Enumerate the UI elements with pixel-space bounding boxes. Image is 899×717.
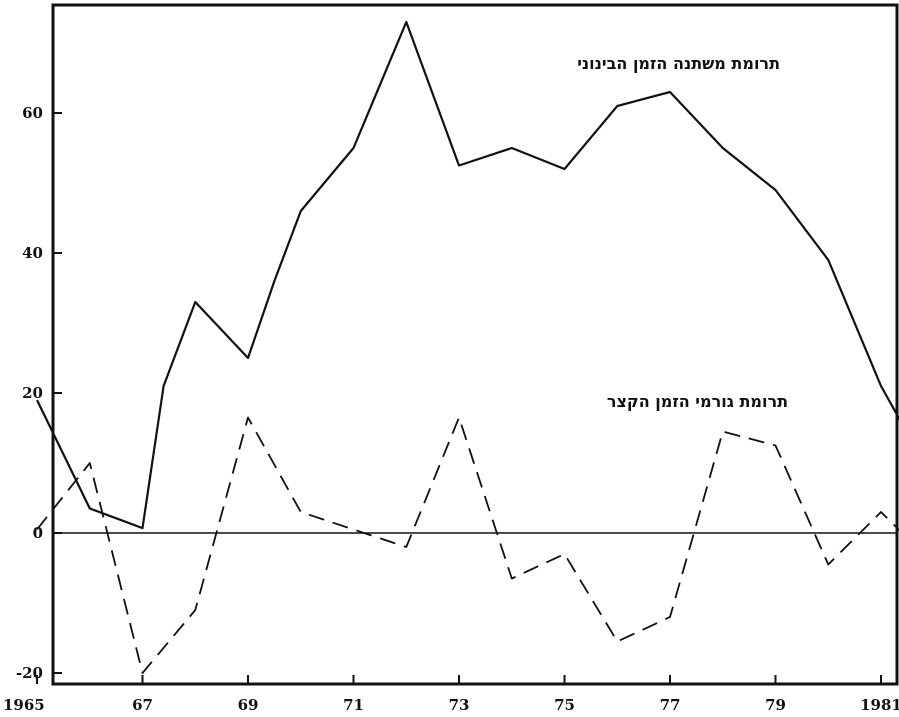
y-tick-label: 60 bbox=[22, 104, 43, 122]
series-label-medium-term: תרומת משתנה הזמן הבינוני bbox=[577, 54, 780, 73]
series-line-solid bbox=[37, 22, 899, 528]
series-label-short-term: תרומת גורמי הזמן הקצר bbox=[607, 392, 788, 411]
y-tick-label: 20 bbox=[22, 384, 43, 402]
x-tick-label: 73 bbox=[449, 696, 470, 714]
y-tick-label: 40 bbox=[22, 244, 43, 262]
x-tick-label: 1965 bbox=[3, 696, 45, 714]
x-tick-label: 77 bbox=[660, 696, 681, 714]
x-tick-label: 75 bbox=[554, 696, 575, 714]
series-line-dashed bbox=[37, 418, 899, 674]
x-tick-label: 79 bbox=[765, 696, 786, 714]
y-axis: -20 0 20 40 60 bbox=[16, 104, 62, 682]
y-tick-label: 0 bbox=[33, 524, 43, 542]
x-tick-label: 67 bbox=[132, 696, 153, 714]
y-tick-label: -20 bbox=[16, 664, 43, 682]
x-tick-label: 71 bbox=[343, 696, 364, 714]
x-tick-label: 1981 bbox=[860, 696, 899, 714]
x-axis: 1965 67 69 71 73 75 77 79 1981 bbox=[3, 675, 899, 714]
x-tick-label: 69 bbox=[238, 696, 259, 714]
